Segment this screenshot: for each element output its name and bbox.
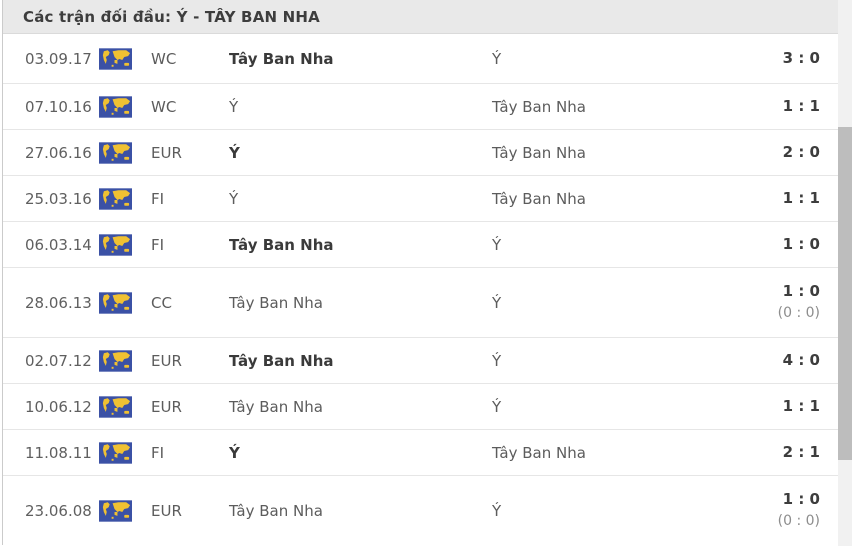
score-main: 2 : 0 — [782, 142, 820, 161]
competition-label: FI — [151, 189, 165, 208]
home-team: Tây Ban Nha — [229, 397, 323, 416]
match-score: 2 : 1 — [742, 441, 838, 464]
away-team: Ý — [492, 235, 502, 254]
match-table: 03.09.17 WC Tây Ban Nha Ý 3 : 0 07.10.16 — [3, 34, 838, 545]
home-team: Tây Ban Nha — [229, 235, 334, 254]
scrollbar-thumb[interactable] — [838, 127, 852, 460]
competition-label: FI — [151, 235, 165, 254]
match-score: 3 : 0 — [742, 47, 838, 70]
away-team: Ý — [492, 397, 502, 416]
match-score: 1 : 0 (0 : 0) — [742, 488, 838, 533]
score-main: 1 : 0 — [782, 490, 820, 509]
match-score: 4 : 0 — [742, 349, 838, 372]
world-map-icon — [99, 499, 132, 522]
score-main: 2 : 1 — [782, 442, 820, 461]
match-score: 1 : 0 (0 : 0) — [742, 280, 838, 325]
score-main: 3 : 0 — [782, 48, 820, 67]
table-row: 03.09.17 WC Tây Ban Nha Ý 3 : 0 — [3, 34, 838, 84]
competition-label: FI — [151, 443, 165, 462]
match-date: 07.10.16 — [25, 97, 92, 116]
h2h-panel: Các trận đối đầu: Ý - TÂY BAN NHA 03.09.… — [2, 0, 838, 545]
away-team: Ý — [492, 501, 502, 520]
match-score: 1 : 0 — [742, 233, 838, 256]
table-row: 07.10.16 WC Ý Tây Ban Nha 1 : 1 — [3, 84, 838, 130]
match-date: 06.03.14 — [25, 235, 92, 254]
home-team: Tây Ban Nha — [229, 293, 323, 312]
world-map-icon — [99, 95, 132, 118]
away-team: Ý — [492, 293, 502, 312]
table-row: 11.08.11 FI Ý Tây Ban Nha 2 : 1 — [3, 430, 838, 476]
flag-cell — [99, 395, 151, 418]
competition-label: EUR — [151, 143, 182, 162]
competition-label: EUR — [151, 397, 182, 416]
competition-label: EUR — [151, 501, 182, 520]
table-row: 27.06.16 EUR Ý Tây Ban Nha 2 : 0 — [3, 130, 838, 176]
away-team: Ý — [492, 351, 502, 370]
table-row: 10.06.12 EUR Tây Ban Nha Ý 1 : 1 — [3, 384, 838, 430]
match-date: 03.09.17 — [25, 49, 92, 68]
score-main: 1 : 1 — [782, 96, 820, 115]
flag-cell — [99, 499, 151, 522]
world-map-icon — [99, 395, 132, 418]
home-team: Tây Ban Nha — [229, 351, 334, 370]
score-main: 1 : 0 — [782, 234, 820, 253]
match-date: 28.06.13 — [25, 293, 92, 312]
world-map-icon — [99, 349, 132, 372]
score-main: 1 : 0 — [782, 282, 820, 301]
home-team: Tây Ban Nha — [229, 501, 323, 520]
world-map-icon — [99, 233, 132, 256]
away-team: Tây Ban Nha — [492, 143, 586, 162]
match-date: 11.08.11 — [25, 443, 92, 462]
world-map-icon — [99, 291, 132, 314]
scrollbar[interactable] — [838, 0, 852, 546]
match-date: 02.07.12 — [25, 351, 92, 370]
flag-cell — [99, 187, 151, 210]
score-main: 4 : 0 — [782, 350, 820, 369]
score-main: 1 : 1 — [782, 396, 820, 415]
match-score: 1 : 1 — [742, 95, 838, 118]
page-title: Các trận đối đầu: Ý - TÂY BAN NHA — [23, 7, 320, 26]
flag-cell — [99, 47, 151, 70]
away-team: Tây Ban Nha — [492, 97, 586, 116]
panel-header: Các trận đối đầu: Ý - TÂY BAN NHA — [3, 0, 838, 34]
away-team: Ý — [492, 49, 502, 68]
flag-cell — [99, 441, 151, 464]
table-row: 02.07.12 EUR Tây Ban Nha Ý 4 : 0 — [3, 338, 838, 384]
away-team: Tây Ban Nha — [492, 189, 586, 208]
match-date: 10.06.12 — [25, 397, 92, 416]
score-main: 1 : 1 — [782, 188, 820, 207]
score-sub: (0 : 0) — [777, 305, 820, 322]
world-map-icon — [99, 141, 132, 164]
table-row: 28.06.13 CC Tây Ban Nha Ý 1 : 0 (0 : 0) — [3, 268, 838, 338]
home-team: Ý — [229, 189, 239, 208]
flag-cell — [99, 291, 151, 314]
table-row: 25.03.16 FI Ý Tây Ban Nha 1 : 1 — [3, 176, 838, 222]
home-team: Ý — [229, 97, 239, 116]
flag-cell — [99, 349, 151, 372]
competition-label: WC — [151, 97, 177, 116]
home-team: Tây Ban Nha — [229, 49, 334, 68]
world-map-icon — [99, 441, 132, 464]
table-row: 06.03.14 FI Tây Ban Nha Ý 1 : 0 — [3, 222, 838, 268]
home-team: Ý — [229, 443, 240, 462]
competition-label: CC — [151, 293, 172, 312]
competition-label: WC — [151, 49, 177, 68]
home-team: Ý — [229, 143, 240, 162]
table-row: 23.06.08 EUR Tây Ban Nha Ý 1 : 0 (0 : 0) — [3, 476, 838, 545]
match-date: 25.03.16 — [25, 189, 92, 208]
competition-label: EUR — [151, 351, 182, 370]
score-sub: (0 : 0) — [777, 513, 820, 530]
flag-cell — [99, 233, 151, 256]
world-map-icon — [99, 47, 132, 70]
match-score: 2 : 0 — [742, 141, 838, 164]
match-date: 27.06.16 — [25, 143, 92, 162]
match-score: 1 : 1 — [742, 395, 838, 418]
match-score: 1 : 1 — [742, 187, 838, 210]
world-map-icon — [99, 187, 132, 210]
flag-cell — [99, 141, 151, 164]
flag-cell — [99, 95, 151, 118]
match-date: 23.06.08 — [25, 501, 92, 520]
away-team: Tây Ban Nha — [492, 443, 586, 462]
